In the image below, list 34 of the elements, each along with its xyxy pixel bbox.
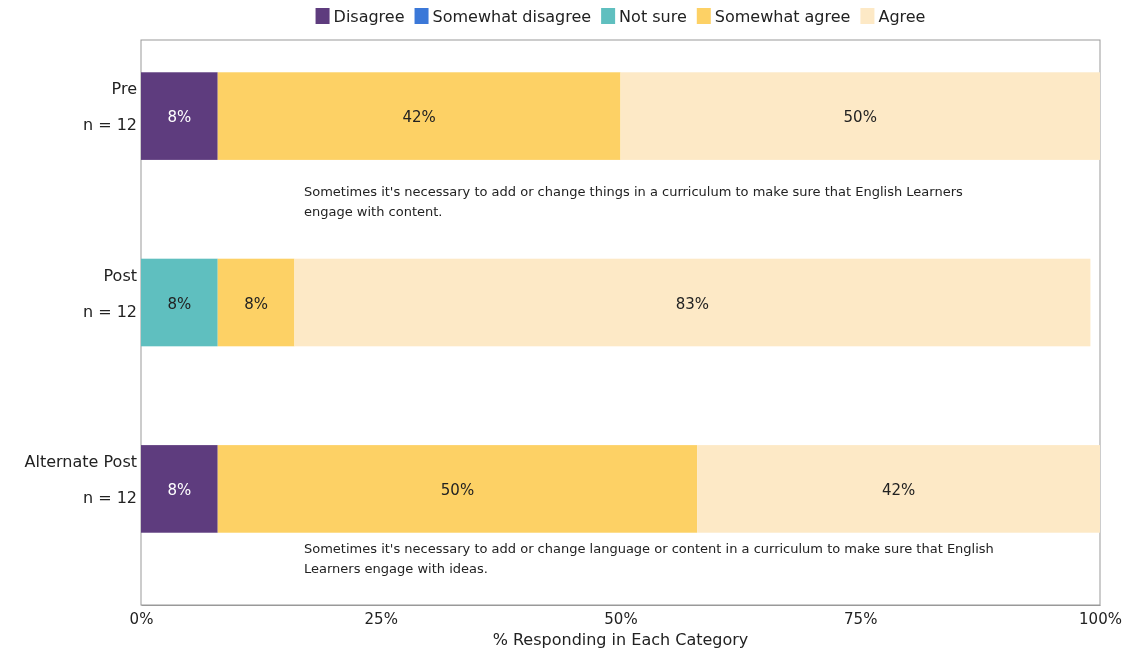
- bar: [141, 72, 218, 160]
- bar: [217, 258, 295, 347]
- bar: [217, 445, 698, 533]
- annotation: Sometimes it's necessary to add or change language or content in a curriculum to make sure that English Learners engage with ideas.: [304, 540, 994, 576]
- y-tick-label: Alternate Post n = 12: [24, 451, 137, 507]
- data-label: 8%: [167, 480, 192, 499]
- bar: [620, 72, 1100, 160]
- x-tick-label: 75%: [844, 609, 878, 628]
- data-label: 42%: [402, 108, 436, 127]
- x-tick-label: 0%: [129, 609, 154, 628]
- data-label: 50%: [843, 108, 877, 127]
- x-tick-label: 50%: [604, 609, 638, 628]
- data-label: 8%: [244, 294, 268, 313]
- data-label: 42%: [881, 480, 916, 499]
- legend-label: Agree: [878, 7, 926, 26]
- y-tick-label: Post n = 12: [82, 265, 137, 321]
- legend-label: Somewhat agree: [714, 7, 851, 26]
- bar: [294, 258, 1091, 347]
- legend-label: Disagree: [333, 7, 405, 26]
- data-label: 83%: [675, 294, 710, 313]
- annotation: Sometimes it's necessary to add or change things in a curriculum to make sure that English Learners engage with content.: [304, 183, 963, 219]
- y-tick-label: Pre n = 12: [82, 79, 137, 135]
- data-label: 50%: [440, 480, 475, 499]
- bar: [217, 72, 621, 160]
- bar: [141, 258, 218, 347]
- legend-label: Somewhat disagree: [432, 7, 592, 26]
- legend-label: Not sure: [619, 7, 687, 26]
- x-tick-label: 100%: [1079, 609, 1122, 628]
- x-axis-title: % Responding in Each Category: [492, 630, 749, 649]
- bar: [141, 445, 218, 533]
- bar: [697, 445, 1100, 533]
- x-tick-label: 25%: [364, 609, 398, 628]
- data-label: 8%: [167, 294, 192, 313]
- data-label: 8%: [167, 108, 192, 127]
